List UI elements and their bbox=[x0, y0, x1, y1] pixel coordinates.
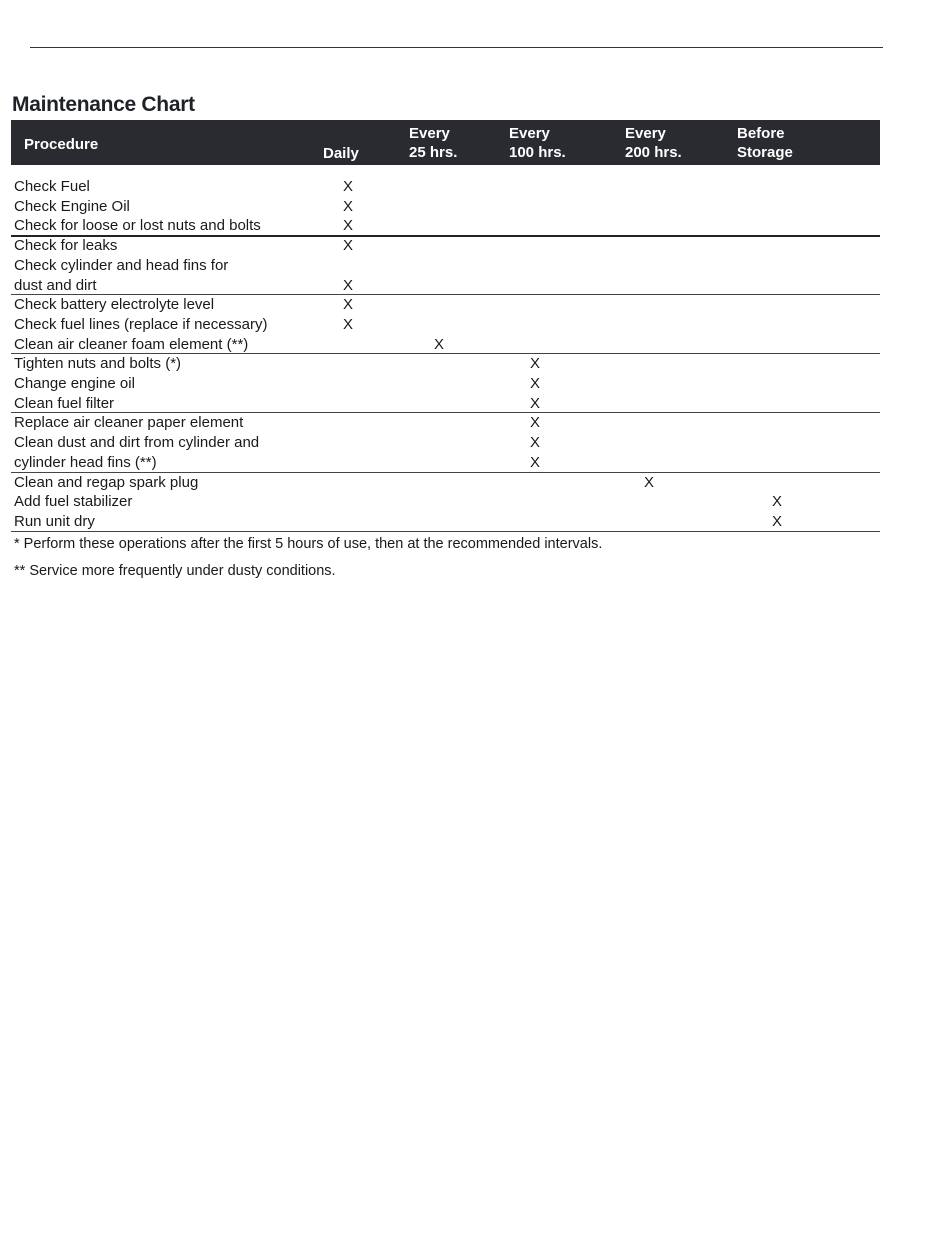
interval-mark-every100: X bbox=[529, 414, 541, 432]
footnote-double-asterisk: ** Service more frequently under dusty c… bbox=[14, 563, 336, 579]
table-row-procedure: Clean air cleaner foam element (**) bbox=[14, 335, 249, 353]
column-every25-line2: 25 hrs. bbox=[409, 144, 458, 161]
interval-mark-storage: X bbox=[771, 512, 783, 530]
column-every200-line2: 200 hrs. bbox=[625, 144, 682, 161]
column-every200-line1: Every bbox=[625, 125, 666, 142]
column-every25-line1: Every bbox=[409, 125, 450, 142]
interval-mark-daily: X bbox=[342, 237, 354, 255]
column-procedure: Procedure bbox=[24, 136, 99, 153]
column-every100-line1: Every bbox=[509, 125, 550, 142]
table-row-procedure: Tighten nuts and bolts (*) bbox=[14, 355, 182, 373]
table-row-procedure: dust and dirt bbox=[14, 276, 97, 294]
interval-mark-daily: X bbox=[342, 197, 354, 215]
table-row-procedure: Check Engine Oil bbox=[14, 197, 130, 215]
table-row-procedure: Run unit dry bbox=[14, 512, 95, 530]
interval-mark-daily: X bbox=[342, 276, 354, 294]
table-row-procedure: Clean fuel filter bbox=[14, 394, 115, 412]
column-daily: Daily bbox=[323, 145, 359, 162]
table-row-procedure: Clean dust and dirt from cylinder and bbox=[14, 434, 260, 452]
table-row-procedure: cylinder head fins (**) bbox=[14, 453, 157, 471]
table-row-procedure: Check cylinder and head fins for bbox=[14, 256, 229, 274]
interval-mark-every100: X bbox=[529, 355, 541, 373]
table-row-procedure: Change engine oil bbox=[14, 375, 135, 392]
table-row-procedure: Check for loose or lost nuts and bolts bbox=[14, 217, 261, 235]
interval-mark-daily: X bbox=[342, 296, 354, 314]
interval-mark-every100: X bbox=[529, 434, 541, 452]
table-header: Procedure Daily Every 25 hrs. Every 100 … bbox=[11, 120, 880, 165]
table-row-procedure: Check battery electrolyte level bbox=[14, 296, 215, 314]
interval-mark-every200: X bbox=[643, 473, 655, 491]
interval-mark-daily: X bbox=[342, 178, 354, 195]
column-every100-line2: 100 hrs. bbox=[509, 144, 566, 161]
interval-mark-every100: X bbox=[529, 394, 541, 412]
table-row-procedure: Replace air cleaner paper element bbox=[14, 414, 244, 432]
column-storage-line2: Storage bbox=[737, 144, 793, 161]
group-divider bbox=[11, 412, 880, 414]
table-row-procedure: Check for leaks bbox=[14, 237, 118, 255]
interval-mark-daily: X bbox=[342, 217, 354, 235]
group-divider bbox=[11, 353, 880, 355]
column-storage-line1: Before bbox=[737, 125, 785, 142]
table-row-procedure: Check fuel lines (replace if necessary) bbox=[14, 315, 268, 333]
group-divider bbox=[11, 530, 880, 532]
table-row-procedure: Check Fuel bbox=[14, 178, 90, 195]
group-divider bbox=[11, 471, 880, 473]
group-divider bbox=[11, 235, 880, 238]
interval-mark-daily: X bbox=[342, 315, 354, 333]
interval-mark-storage: X bbox=[771, 493, 783, 511]
page-title: Maintenance Chart bbox=[12, 93, 195, 116]
interval-mark-every100: X bbox=[529, 375, 541, 392]
footnote-single-asterisk: * Perform these operations after the fir… bbox=[14, 536, 603, 552]
interval-mark-every100: X bbox=[529, 453, 541, 471]
interval-mark-every25: X bbox=[433, 335, 445, 353]
table-row-procedure: Add fuel stabilizer bbox=[14, 493, 133, 511]
table-row-procedure: Clean and regap spark plug bbox=[14, 473, 199, 491]
top-rule bbox=[30, 47, 883, 48]
group-divider bbox=[11, 294, 880, 296]
